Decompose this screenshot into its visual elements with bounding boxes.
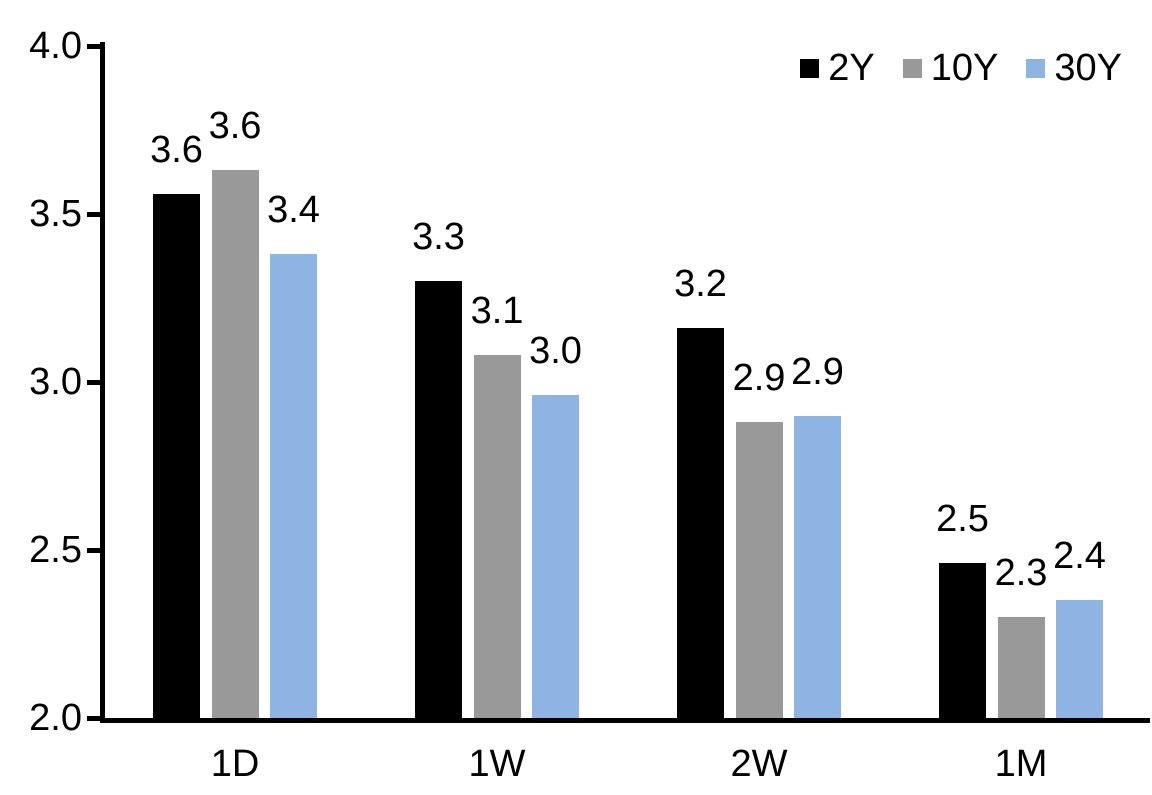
bar-value-label: 2.3 bbox=[994, 552, 1048, 595]
bar-value-label: 2.4 bbox=[1053, 535, 1106, 578]
legend-item-2y: 2Y bbox=[800, 46, 875, 90]
bar-10y-1m bbox=[997, 617, 1045, 718]
bar-10y-1w bbox=[473, 355, 521, 718]
legend-label: 30Y bbox=[1054, 47, 1122, 89]
bar-value-label: 3.4 bbox=[267, 189, 320, 232]
bar-value-label: 3.1 bbox=[470, 290, 524, 333]
x-category-label-2w: 2W bbox=[730, 743, 788, 785]
bar-30y-1m bbox=[1056, 600, 1103, 718]
bar-value-label: 3.0 bbox=[529, 330, 582, 373]
legend: 2Y 10Y 30Y bbox=[800, 46, 1122, 90]
legend-swatch-icon bbox=[1026, 58, 1046, 78]
bar-value-label: 2.5 bbox=[936, 498, 989, 541]
x-axis-line bbox=[100, 718, 1150, 723]
legend-item-30y: 30Y bbox=[1026, 46, 1122, 90]
bar-2y-1w bbox=[415, 281, 462, 718]
bar-value-label: 3.6 bbox=[150, 128, 203, 171]
y-axis-line bbox=[100, 42, 105, 723]
legend-item-10y: 10Y bbox=[902, 46, 999, 90]
y-tick-mark bbox=[87, 44, 101, 49]
y-tick-mark bbox=[87, 380, 101, 385]
y-tick-label: 2.5 bbox=[29, 529, 82, 571]
bar-2y-1d bbox=[153, 193, 200, 718]
bar-30y-1d bbox=[270, 254, 317, 718]
bar-30y-1w bbox=[532, 395, 579, 718]
legend-label: 10Y bbox=[930, 47, 999, 89]
y-tick-label: 4.0 bbox=[29, 25, 82, 67]
y-tick-label: 2.0 bbox=[29, 697, 82, 739]
legend-swatch-icon bbox=[800, 58, 820, 78]
y-tick-mark bbox=[87, 212, 101, 217]
x-category-label-1m: 1M bbox=[994, 743, 1048, 785]
y-tick-label: 3.0 bbox=[29, 361, 82, 403]
bar-2y-2w bbox=[677, 328, 724, 718]
y-tick-label: 3.5 bbox=[29, 193, 82, 235]
y-tick-mark bbox=[87, 716, 101, 721]
x-category-label-1d: 1D bbox=[210, 743, 260, 785]
bar-2y-1m bbox=[939, 563, 986, 718]
bar-value-label: 2.9 bbox=[791, 350, 844, 393]
bar-value-label: 3.3 bbox=[412, 216, 465, 259]
bar-value-label: 3.6 bbox=[208, 105, 262, 148]
legend-label: 2Y bbox=[828, 47, 875, 89]
bar-10y-2w bbox=[735, 422, 783, 718]
x-category-label-1w: 1W bbox=[468, 743, 526, 785]
bar-value-label: 2.9 bbox=[732, 357, 786, 400]
bar-30y-2w bbox=[794, 415, 841, 718]
legend-swatch-icon bbox=[902, 58, 922, 78]
bar-10y-1d bbox=[211, 170, 259, 718]
bar-value-label: 3.2 bbox=[674, 263, 727, 306]
y-tick-mark bbox=[87, 548, 101, 553]
